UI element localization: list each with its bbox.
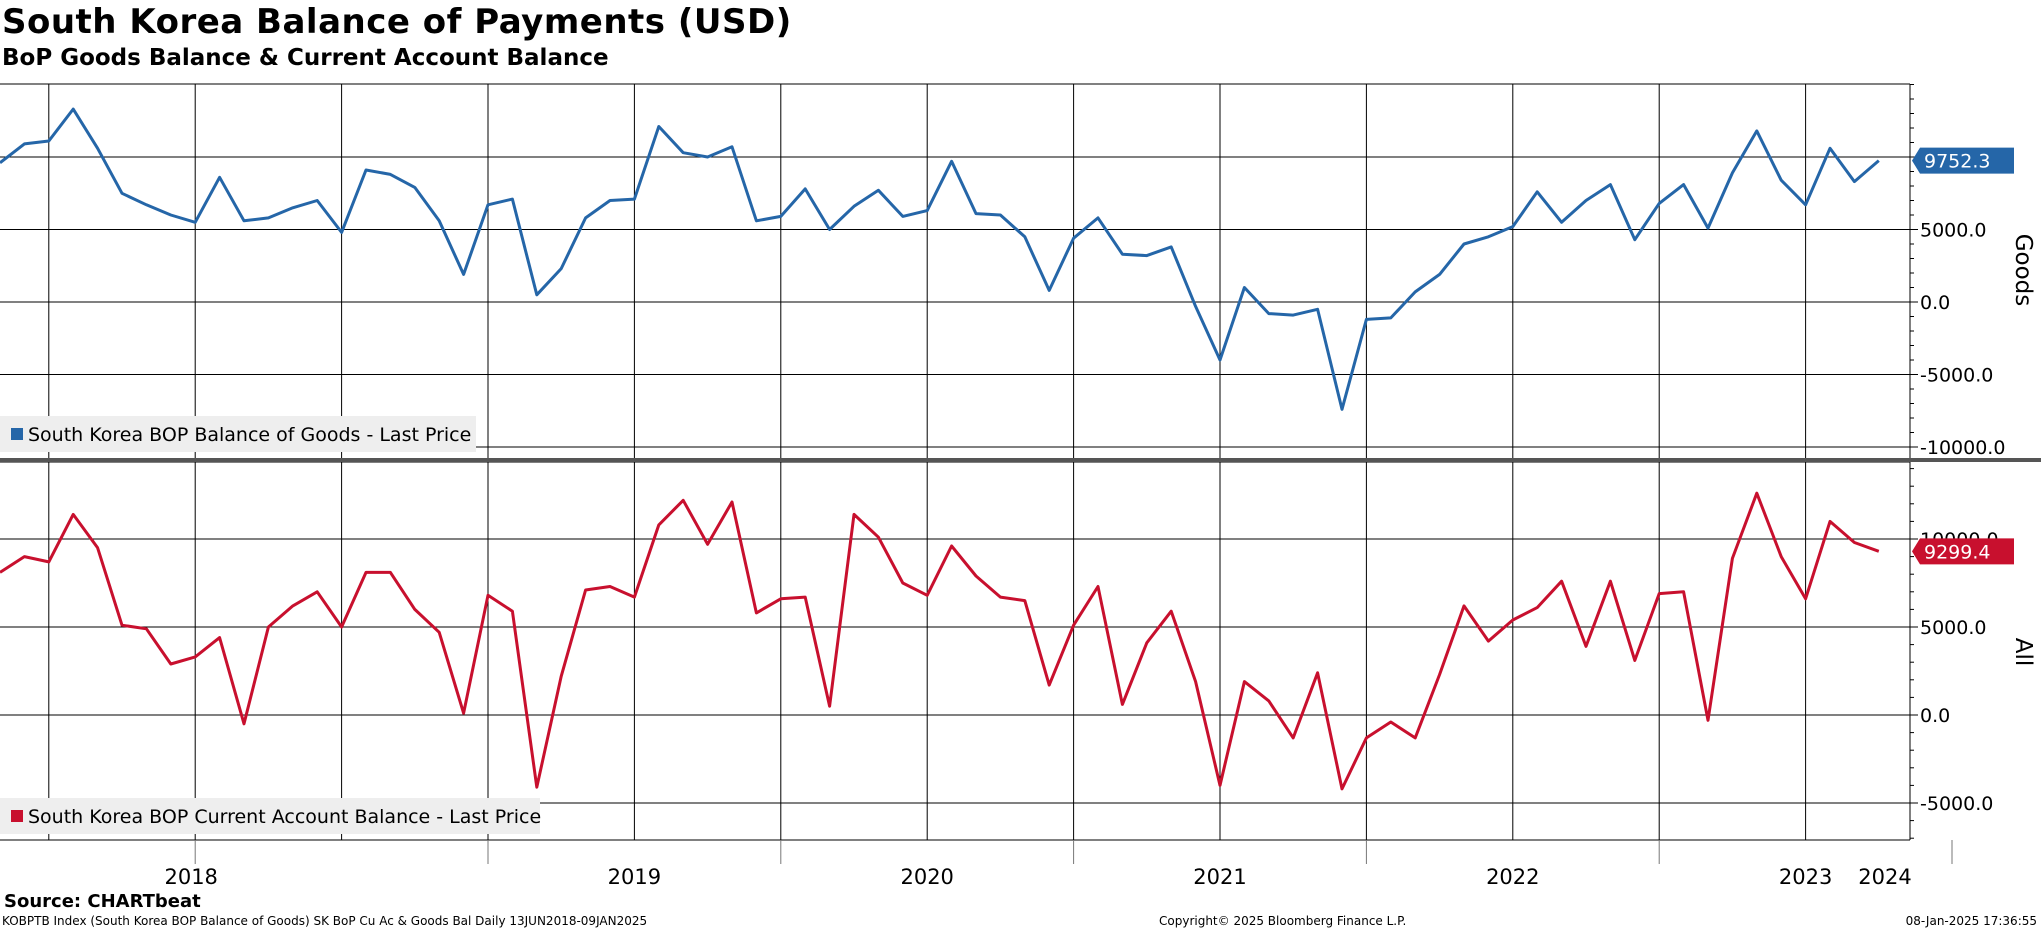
last-value-label: 9752.3: [1924, 151, 1990, 173]
chart-title: South Korea Balance of Payments (USD): [2, 2, 792, 42]
copyright-note: Copyright© 2025 Bloomberg Finance L.P.: [1159, 914, 1407, 928]
last-value-flag: [1912, 147, 2014, 174]
legend-box: [0, 798, 540, 834]
source-note: Source: CHARTbeat: [4, 891, 201, 912]
legend-swatch: [11, 810, 23, 822]
x-year-label: 2022: [1486, 865, 1539, 889]
y-tick-label: -5000.0: [1920, 365, 1993, 387]
legend-label: South Korea BOP Current Account Balance …: [28, 806, 541, 828]
x-year-label: 2018: [164, 865, 217, 889]
legend-swatch: [11, 428, 23, 440]
last-value-label: 9299.4: [1924, 541, 1990, 563]
series-line: [0, 491, 1880, 791]
y-tick-label: -5000.0: [1920, 793, 1993, 815]
panel-separator: [0, 458, 2041, 462]
x-year-label: 2023: [1779, 865, 1832, 889]
series-line: [0, 107, 1880, 411]
x-year-label: 2021: [1193, 865, 1246, 889]
y-tick-label: 5000.0: [1920, 220, 1986, 242]
x-axis: 2018 2019 2020 2021 2022 2023 2024: [0, 839, 1953, 889]
last-value-flag: [1912, 538, 2014, 565]
axis-title: Goods: [2010, 234, 2036, 307]
legend-label: South Korea BOP Balance of Goods - Last …: [28, 424, 471, 446]
y-tick-label: 0.0: [1920, 705, 1950, 727]
ticker-info: KOBPTB Index (South Korea BOP Balance of…: [2, 914, 648, 928]
chart-subtitle: BoP Goods Balance & Current Account Bala…: [2, 45, 609, 71]
y-tick-label: -10000.0: [1920, 437, 2005, 459]
timestamp: 08-Jan-2025 17:36:55: [1905, 914, 2037, 928]
axis-title: All: [2010, 638, 2036, 667]
y-tick-label: 5000.0: [1920, 617, 1986, 639]
x-year-label: 2019: [608, 865, 661, 889]
y-tick-label: 0.0: [1920, 292, 1950, 314]
goods-panel: -10000.0 -5000.0 0.0 5000.0 9752.3 Goods South…: [0, 83, 2036, 459]
x-year-label: 2024: [1858, 865, 1911, 889]
legend-box: [0, 416, 476, 452]
x-year-label: 2020: [900, 865, 953, 889]
